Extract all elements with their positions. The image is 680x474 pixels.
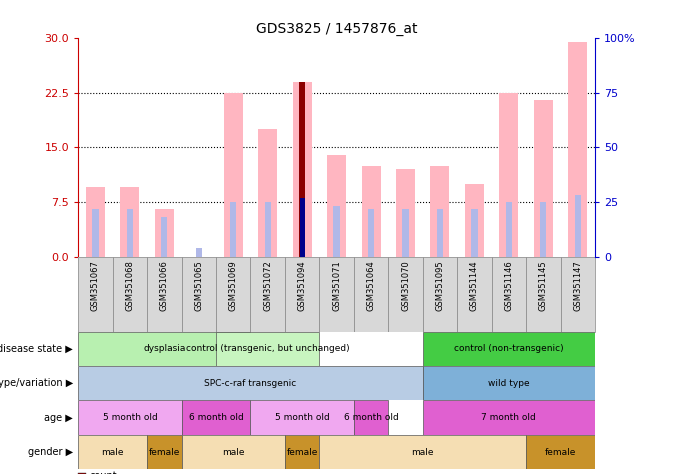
Bar — [78, 435, 147, 469]
Text: GSM351068: GSM351068 — [125, 261, 135, 311]
Bar — [396, 169, 415, 257]
Bar — [258, 129, 277, 257]
Bar — [86, 187, 105, 257]
FancyBboxPatch shape — [216, 257, 250, 332]
Bar — [300, 199, 305, 257]
Bar — [285, 435, 320, 469]
Text: count: count — [90, 471, 118, 474]
FancyBboxPatch shape — [423, 257, 457, 332]
Text: disease state ▶: disease state ▶ — [0, 344, 73, 354]
Bar — [368, 210, 374, 257]
Text: GSM351071: GSM351071 — [332, 261, 341, 311]
Text: 6 month old: 6 month old — [188, 413, 243, 422]
Text: male: male — [411, 447, 434, 456]
Bar — [78, 366, 423, 401]
Text: 5 month old: 5 month old — [275, 413, 330, 422]
FancyBboxPatch shape — [320, 257, 354, 332]
Bar — [575, 195, 581, 257]
Text: GSM351146: GSM351146 — [505, 261, 513, 311]
FancyBboxPatch shape — [457, 257, 492, 332]
Bar — [471, 210, 477, 257]
Bar — [499, 92, 518, 257]
Text: dysplasia: dysplasia — [143, 345, 186, 354]
FancyBboxPatch shape — [78, 257, 113, 332]
Bar — [362, 165, 381, 257]
Bar — [161, 217, 167, 257]
Text: 6 month old: 6 month old — [343, 413, 398, 422]
Bar — [196, 248, 202, 257]
Text: GSM351147: GSM351147 — [573, 261, 582, 311]
Bar — [299, 199, 305, 257]
FancyBboxPatch shape — [560, 257, 595, 332]
Bar — [430, 165, 449, 257]
Text: GSM351070: GSM351070 — [401, 261, 410, 311]
Bar — [423, 332, 595, 366]
Text: GSM351065: GSM351065 — [194, 261, 203, 311]
Bar — [147, 435, 182, 469]
Text: GSM351072: GSM351072 — [263, 261, 272, 311]
Text: GSM351066: GSM351066 — [160, 261, 169, 311]
FancyBboxPatch shape — [526, 257, 560, 332]
Text: female: female — [149, 447, 180, 456]
Text: age ▶: age ▶ — [44, 413, 73, 423]
Bar — [465, 184, 484, 257]
Text: GSM351069: GSM351069 — [228, 261, 238, 311]
Text: control (transgenic, but unchanged): control (transgenic, but unchanged) — [186, 345, 350, 354]
Bar — [230, 202, 237, 257]
FancyBboxPatch shape — [388, 257, 423, 332]
Bar — [540, 202, 547, 257]
Bar — [155, 210, 174, 257]
Bar — [320, 435, 526, 469]
Bar — [534, 100, 553, 257]
Bar — [327, 155, 346, 257]
Text: SPC-c-raf transgenic: SPC-c-raf transgenic — [205, 379, 296, 388]
FancyBboxPatch shape — [492, 257, 526, 332]
Bar — [120, 187, 139, 257]
Bar — [299, 82, 305, 257]
FancyBboxPatch shape — [182, 257, 216, 332]
Text: GSM351067: GSM351067 — [91, 261, 100, 311]
Bar — [250, 401, 354, 435]
Bar — [423, 366, 595, 401]
Bar — [403, 210, 409, 257]
Text: gender ▶: gender ▶ — [28, 447, 73, 457]
Text: 5 month old: 5 month old — [103, 413, 157, 422]
Text: wild type: wild type — [488, 379, 530, 388]
Bar — [78, 401, 182, 435]
Bar — [568, 42, 588, 257]
FancyBboxPatch shape — [113, 257, 147, 332]
Text: 7 month old: 7 month old — [481, 413, 537, 422]
Bar — [224, 92, 243, 257]
Text: GSM351064: GSM351064 — [367, 261, 375, 311]
Text: GSM351144: GSM351144 — [470, 261, 479, 311]
FancyBboxPatch shape — [250, 257, 285, 332]
Bar — [78, 332, 250, 366]
FancyBboxPatch shape — [147, 257, 182, 332]
Bar — [354, 401, 388, 435]
Bar — [437, 210, 443, 257]
FancyBboxPatch shape — [285, 257, 320, 332]
Text: male: male — [222, 447, 245, 456]
Bar — [216, 332, 320, 366]
Text: female: female — [545, 447, 576, 456]
Bar — [526, 435, 595, 469]
Bar — [265, 202, 271, 257]
Bar — [506, 202, 512, 257]
Title: GDS3825 / 1457876_at: GDS3825 / 1457876_at — [256, 21, 418, 36]
Bar — [182, 401, 250, 435]
FancyBboxPatch shape — [354, 257, 388, 332]
Bar — [126, 210, 133, 257]
Bar — [333, 206, 340, 257]
Text: control (non-transgenic): control (non-transgenic) — [454, 345, 564, 354]
Bar — [423, 401, 595, 435]
Bar — [182, 435, 285, 469]
Bar — [92, 210, 99, 257]
Text: GSM351094: GSM351094 — [298, 261, 307, 311]
Text: female: female — [286, 447, 318, 456]
Text: GSM351145: GSM351145 — [539, 261, 548, 311]
Text: GSM351095: GSM351095 — [435, 261, 445, 311]
Bar — [292, 82, 311, 257]
Text: male: male — [101, 447, 124, 456]
Text: genotype/variation ▶: genotype/variation ▶ — [0, 378, 73, 388]
